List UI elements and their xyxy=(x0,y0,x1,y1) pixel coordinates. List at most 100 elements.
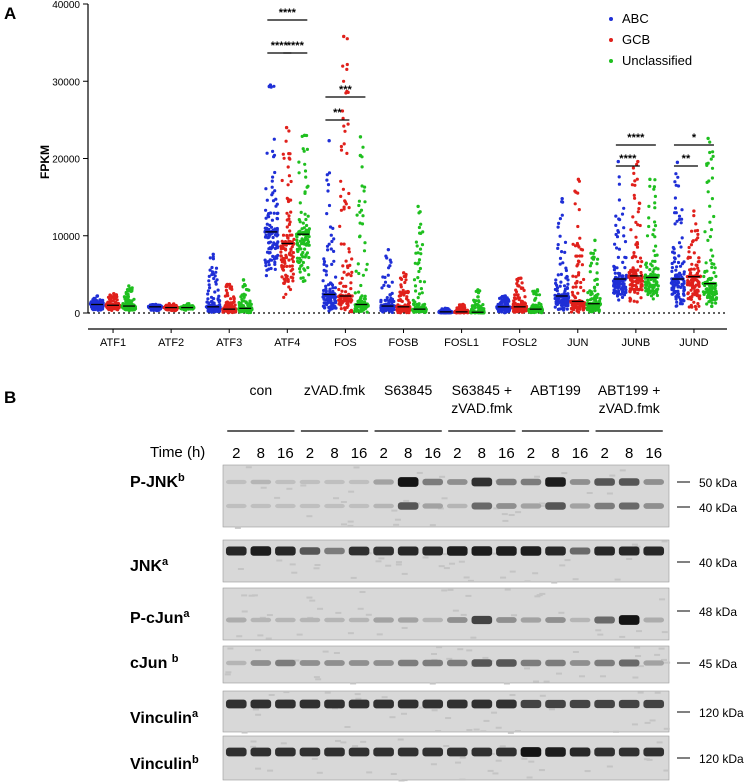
data-point xyxy=(511,309,516,313)
data-point xyxy=(114,307,119,311)
data-point xyxy=(327,171,332,175)
data-point xyxy=(576,273,581,277)
data-point xyxy=(305,185,309,189)
data-point xyxy=(577,208,581,212)
marker-label: 120 kDa xyxy=(699,752,744,766)
data-point xyxy=(332,295,336,300)
data-point xyxy=(589,261,594,265)
data-point xyxy=(415,305,419,309)
data-point xyxy=(128,301,132,305)
data-point xyxy=(565,307,569,311)
data-point xyxy=(643,286,648,290)
blot-speckle xyxy=(455,761,462,764)
x-tick-label: ATF3 xyxy=(216,337,242,349)
data-point xyxy=(417,261,421,265)
blot-speckle xyxy=(631,723,638,726)
data-point xyxy=(265,151,269,155)
blot-speckle xyxy=(241,594,248,597)
blot-band xyxy=(520,503,542,509)
blot-band xyxy=(618,502,640,510)
data-point xyxy=(209,295,214,299)
data-point xyxy=(421,305,425,309)
data-point xyxy=(350,270,354,274)
data-point xyxy=(419,252,423,256)
blot-speckle xyxy=(635,630,642,633)
significance-bracket: **** xyxy=(283,40,308,54)
data-point xyxy=(217,294,221,298)
data-point xyxy=(297,160,301,164)
data-point xyxy=(353,291,357,295)
blot-speckle xyxy=(260,486,267,489)
data-point xyxy=(710,262,714,266)
data-point xyxy=(703,230,707,234)
data-point xyxy=(623,240,628,244)
data-point xyxy=(513,301,517,306)
blot-speckle xyxy=(381,696,388,699)
data-point xyxy=(383,275,387,279)
time-point: 16 xyxy=(351,445,368,462)
data-point xyxy=(634,243,638,247)
data-point xyxy=(614,232,618,237)
blot-speckle xyxy=(449,562,456,565)
data-point xyxy=(595,271,599,275)
blot-speckle xyxy=(586,491,593,494)
data-point xyxy=(473,303,477,308)
data-point xyxy=(690,262,694,266)
data-point xyxy=(263,258,267,262)
data-point xyxy=(264,233,268,237)
blot-band xyxy=(275,699,296,709)
data-point xyxy=(290,240,294,244)
data-point xyxy=(273,233,277,237)
data-point xyxy=(645,234,650,238)
data-point xyxy=(303,268,307,272)
data-point xyxy=(345,273,349,277)
blot-band xyxy=(594,699,615,709)
data-point xyxy=(229,302,233,306)
blot-speckle xyxy=(447,588,454,591)
data-point xyxy=(295,232,299,236)
data-point xyxy=(576,177,581,182)
data-point xyxy=(676,292,680,296)
data-point xyxy=(652,185,657,189)
blot-speckle xyxy=(355,697,362,700)
data-point xyxy=(647,204,651,208)
data-point xyxy=(268,211,273,215)
data-point xyxy=(324,269,328,273)
blot-speckle xyxy=(661,631,668,634)
data-point xyxy=(687,250,691,254)
data-point xyxy=(506,298,511,302)
blot-label-name: Vinculin xyxy=(130,756,192,773)
data-point xyxy=(332,249,336,253)
data-point xyxy=(273,260,277,264)
data-point xyxy=(299,210,303,214)
blot-label-superscript: b xyxy=(192,754,199,766)
blot-speckle xyxy=(350,576,357,579)
data-point xyxy=(495,306,499,310)
data-point xyxy=(648,268,652,272)
blot-band xyxy=(324,747,345,757)
data-point xyxy=(420,291,424,295)
blot-speckle xyxy=(234,526,241,529)
data-point xyxy=(306,230,311,234)
data-point xyxy=(270,179,274,183)
blot-band xyxy=(373,479,394,485)
y-tick-label: 20000 xyxy=(52,155,80,166)
blot-speckle xyxy=(643,758,650,761)
data-point xyxy=(281,233,286,237)
data-point xyxy=(559,303,564,307)
data-point xyxy=(325,178,329,182)
data-point xyxy=(363,241,367,245)
data-point xyxy=(237,308,241,312)
data-point xyxy=(682,272,686,276)
data-point xyxy=(633,196,637,200)
data-point xyxy=(696,232,700,236)
data-point xyxy=(331,301,335,305)
significance-bracket: **** xyxy=(615,153,640,167)
data-point xyxy=(623,266,627,270)
data-point xyxy=(653,220,657,224)
data-point xyxy=(559,280,563,284)
data-point xyxy=(636,291,640,295)
blot-speckle xyxy=(551,581,558,584)
data-point xyxy=(575,279,579,284)
data-point xyxy=(692,278,696,282)
